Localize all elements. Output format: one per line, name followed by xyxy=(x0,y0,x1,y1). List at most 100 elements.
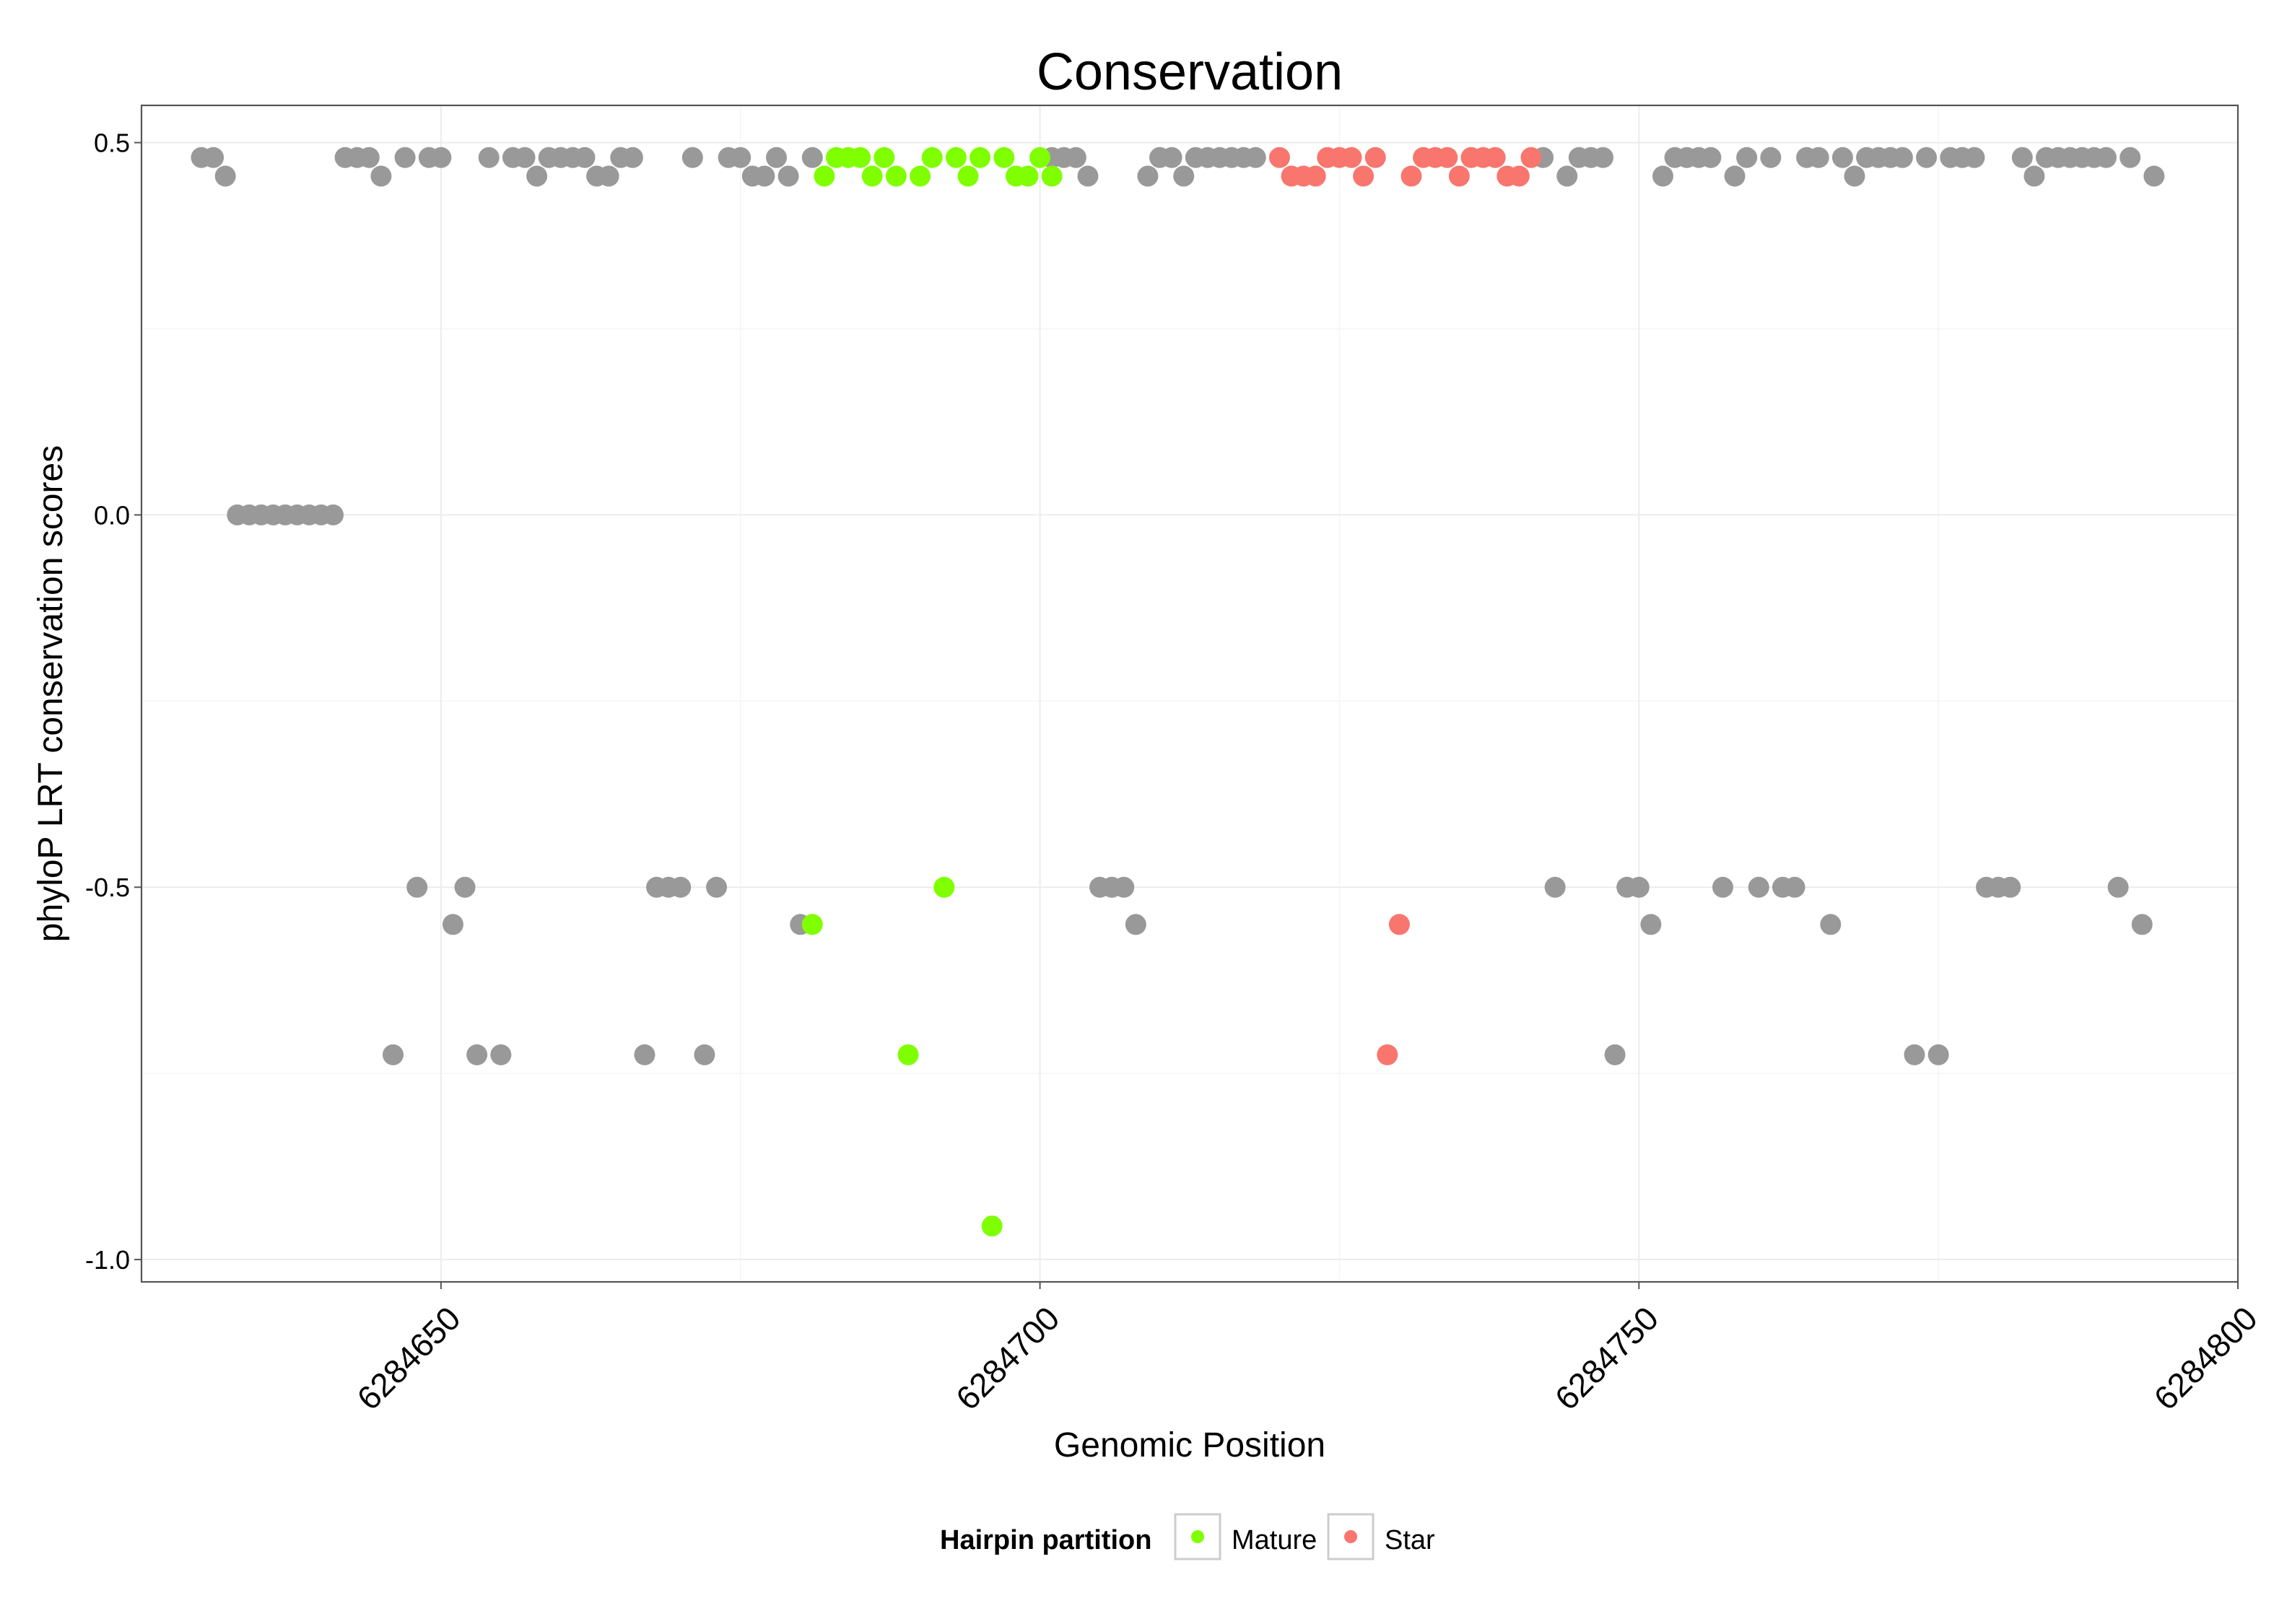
point-other xyxy=(1544,876,1566,898)
point-mature xyxy=(970,147,991,168)
point-other xyxy=(1065,147,1086,168)
point-other xyxy=(1712,876,1733,898)
point-other xyxy=(1173,165,1195,187)
plot-panel xyxy=(141,105,2238,1282)
point-mature xyxy=(993,147,1015,168)
point-other xyxy=(1556,165,1578,187)
point-other xyxy=(2120,147,2141,168)
point-other xyxy=(1077,165,1099,187)
y-tick-label: 0.5 xyxy=(94,128,130,158)
point-other xyxy=(1808,147,1829,168)
point-mature xyxy=(850,147,871,168)
point-mature xyxy=(1041,165,1063,187)
point-other xyxy=(1113,876,1135,898)
point-mature xyxy=(933,876,955,898)
y-axis: 0.5 0.0 -0.5 -1.0 xyxy=(85,128,141,1275)
x-axis-title: Genomic Position xyxy=(1054,1426,1325,1464)
point-other xyxy=(1700,147,1722,168)
legend-label-star: Star xyxy=(1385,1525,1435,1555)
legend-marker-star xyxy=(1344,1530,1357,1543)
y-tick-label: -0.5 xyxy=(85,873,130,902)
point-other xyxy=(1916,147,1938,168)
point-other xyxy=(1831,147,1853,168)
legend-marker-mature xyxy=(1191,1530,1204,1543)
point-other xyxy=(598,165,619,187)
point-other xyxy=(454,876,476,898)
point-mature xyxy=(921,147,943,168)
point-other xyxy=(1844,165,1865,187)
point-other xyxy=(2131,914,2153,935)
point-other xyxy=(1724,165,1746,187)
point-other xyxy=(801,147,823,168)
y-tick-label: 0.0 xyxy=(94,500,130,530)
point-other xyxy=(478,147,500,168)
point-star xyxy=(1364,147,1386,168)
point-mature xyxy=(981,1215,1003,1237)
point-mature xyxy=(897,1044,919,1065)
point-other xyxy=(2000,876,2021,898)
point-mature xyxy=(814,165,835,187)
point-other xyxy=(430,147,452,168)
point-star xyxy=(1388,914,1410,935)
point-star xyxy=(1437,147,1458,168)
point-other xyxy=(323,504,344,525)
point-other xyxy=(1820,914,1842,935)
point-other xyxy=(382,1044,404,1065)
point-other xyxy=(622,147,643,168)
point-other xyxy=(2095,147,2117,168)
point-mature xyxy=(1017,165,1039,187)
point-other xyxy=(765,147,787,168)
point-other xyxy=(370,165,392,187)
point-other xyxy=(730,147,752,168)
point-other xyxy=(1161,147,1182,168)
point-other xyxy=(2023,165,2045,187)
point-other xyxy=(1784,876,1805,898)
point-other xyxy=(1137,165,1159,187)
point-star xyxy=(1508,165,1530,187)
point-other xyxy=(526,165,548,187)
point-other xyxy=(406,876,428,898)
data-points xyxy=(191,147,2165,1237)
point-other xyxy=(1640,914,1662,935)
point-star xyxy=(1377,1044,1398,1065)
plot-border xyxy=(140,104,2239,1283)
point-other xyxy=(1593,147,1614,168)
y-axis-title: phyloP LRT conservation scores xyxy=(32,445,70,942)
point-star xyxy=(1484,147,1506,168)
point-star xyxy=(1304,165,1326,187)
point-star xyxy=(1268,147,1290,168)
point-other xyxy=(394,147,416,168)
legend-label-mature: Mature xyxy=(1232,1525,1317,1555)
point-other xyxy=(706,876,728,898)
point-star xyxy=(1400,165,1422,187)
point-other xyxy=(1904,1044,1925,1065)
point-other xyxy=(1760,147,1782,168)
point-mature xyxy=(885,165,907,187)
point-other xyxy=(634,1044,655,1065)
point-other xyxy=(1604,1044,1626,1065)
point-other xyxy=(1927,1044,1949,1065)
point-mature xyxy=(957,165,979,187)
point-other xyxy=(754,165,775,187)
point-other xyxy=(1245,147,1266,168)
point-other xyxy=(1891,147,1913,168)
point-other xyxy=(490,1044,512,1065)
y-tick-label: -1.0 xyxy=(85,1245,130,1275)
chart-title: Conservation xyxy=(1037,43,1343,101)
point-other xyxy=(203,147,225,168)
point-other xyxy=(1628,876,1650,898)
point-other xyxy=(670,876,692,898)
point-other xyxy=(514,147,536,168)
point-mature xyxy=(801,914,823,935)
point-other xyxy=(1652,165,1673,187)
point-other xyxy=(2107,876,2129,898)
point-other xyxy=(1964,147,1985,168)
point-mature xyxy=(910,165,931,187)
point-other xyxy=(214,165,236,187)
point-mature xyxy=(945,147,967,168)
point-other xyxy=(574,147,596,168)
point-other xyxy=(358,147,380,168)
point-star xyxy=(1520,147,1542,168)
